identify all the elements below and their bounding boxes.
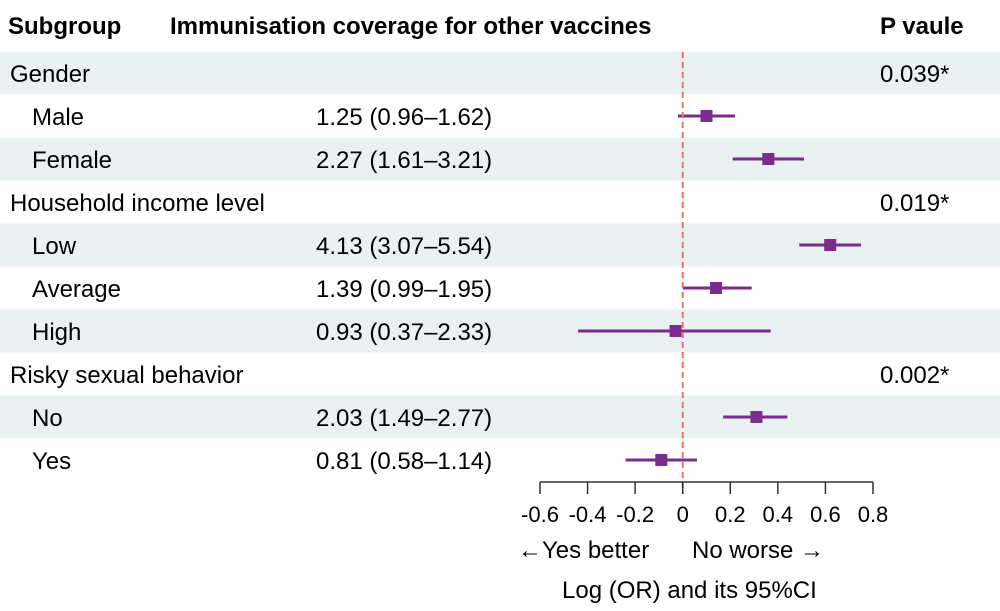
point-estimate xyxy=(710,282,723,294)
subgroup-label: Yes xyxy=(32,448,71,475)
odds-ratio-text: 2.03 (1.49–2.77) xyxy=(316,405,492,432)
odds-ratio-text: 0.81 (0.58–1.14) xyxy=(316,448,492,475)
pvalue-header: P vaule xyxy=(880,13,964,40)
odds-ratio-text: 1.25 (0.96–1.62) xyxy=(316,104,492,131)
x-tick-label: -0.4 xyxy=(569,502,607,527)
point-estimate xyxy=(655,454,668,466)
point-estimate xyxy=(750,411,763,423)
odds-ratio-text: 4.13 (3.07–5.54) xyxy=(316,233,492,260)
odds-ratio-text: 2.27 (1.61–3.21) xyxy=(316,147,492,174)
row-band xyxy=(0,309,1000,353)
x-tick-label: -0.6 xyxy=(521,502,559,527)
row-band xyxy=(0,51,1000,95)
x-tick-label: 0.6 xyxy=(810,502,841,527)
group-label: Household income level xyxy=(10,190,265,217)
subgroup-label: No xyxy=(32,405,63,432)
x-tick-label: 0.8 xyxy=(858,502,889,527)
coverage-header: Immunisation coverage for other vaccines xyxy=(170,13,652,40)
p-value: 0.039* xyxy=(880,61,949,88)
subgroup-label: Low xyxy=(32,233,77,260)
p-value: 0.019* xyxy=(880,190,949,217)
x-tick-label: 0 xyxy=(677,502,689,527)
group-label: Gender xyxy=(10,61,90,88)
point-estimate xyxy=(762,153,775,165)
x-tick-label: -0.2 xyxy=(616,502,654,527)
subgroup-header: Subgroup xyxy=(8,13,121,40)
direction-right-label: No worse → xyxy=(692,537,824,564)
odds-ratio-text: 1.39 (0.99–1.95) xyxy=(316,276,492,303)
point-estimate xyxy=(700,110,713,122)
group-label: Risky sexual behavior xyxy=(10,362,243,389)
subgroup-label: Female xyxy=(32,147,112,174)
subgroup-label: Male xyxy=(32,104,84,131)
x-tick-label: 0.4 xyxy=(763,502,794,527)
subgroup-label: Average xyxy=(32,276,121,303)
x-axis-title: Log (OR) and its 95%CI xyxy=(562,577,817,604)
x-tick-label: 0.2 xyxy=(715,502,746,527)
odds-ratio-text: 0.93 (0.37–2.33) xyxy=(316,319,492,346)
point-estimate xyxy=(669,325,682,337)
p-value: 0.002* xyxy=(880,362,949,389)
subgroup-label: High xyxy=(32,319,81,346)
row-band xyxy=(0,395,1000,439)
row-band xyxy=(0,137,1000,181)
direction-left-label: ←Yes better xyxy=(518,537,649,564)
point-estimate xyxy=(824,239,837,251)
